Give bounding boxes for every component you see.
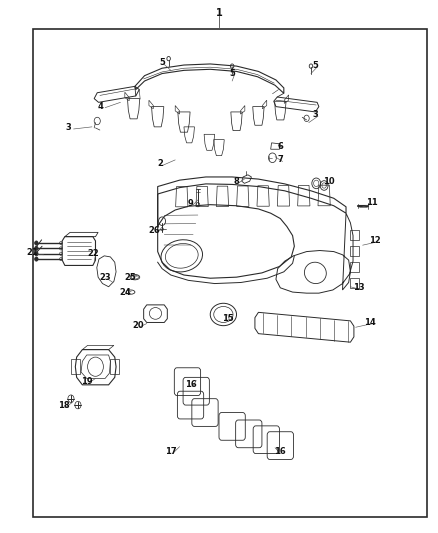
Text: 17: 17 (165, 448, 177, 456)
Text: 2: 2 (157, 159, 163, 168)
Text: 19: 19 (81, 377, 92, 385)
Text: 5: 5 (159, 59, 165, 67)
Text: 5: 5 (229, 69, 235, 78)
Text: 22: 22 (88, 249, 99, 258)
Text: 16: 16 (274, 448, 285, 456)
Circle shape (35, 257, 38, 261)
Text: 3: 3 (65, 124, 71, 132)
Text: 14: 14 (364, 318, 376, 327)
Text: 9: 9 (187, 199, 194, 208)
Text: 10: 10 (323, 177, 334, 185)
Text: 23: 23 (99, 273, 111, 281)
Text: 20: 20 (132, 321, 144, 329)
Text: 26: 26 (148, 226, 160, 235)
Text: 13: 13 (353, 284, 365, 292)
Text: 4: 4 (98, 102, 104, 111)
Circle shape (35, 241, 38, 245)
Text: 21: 21 (26, 248, 38, 257)
Text: 16: 16 (185, 381, 196, 389)
Circle shape (35, 252, 38, 256)
Text: 18: 18 (58, 401, 69, 409)
Text: 25: 25 (124, 273, 136, 281)
Text: 12: 12 (369, 237, 380, 245)
Text: 1: 1 (215, 9, 223, 18)
Text: 7: 7 (277, 156, 283, 164)
Text: 24: 24 (119, 288, 131, 296)
Text: 8: 8 (233, 177, 240, 185)
Text: 11: 11 (367, 198, 378, 207)
Text: 5: 5 (312, 61, 318, 69)
Text: 15: 15 (222, 314, 233, 323)
Text: 3: 3 (312, 110, 318, 119)
Circle shape (35, 246, 38, 251)
Text: 6: 6 (277, 142, 283, 150)
